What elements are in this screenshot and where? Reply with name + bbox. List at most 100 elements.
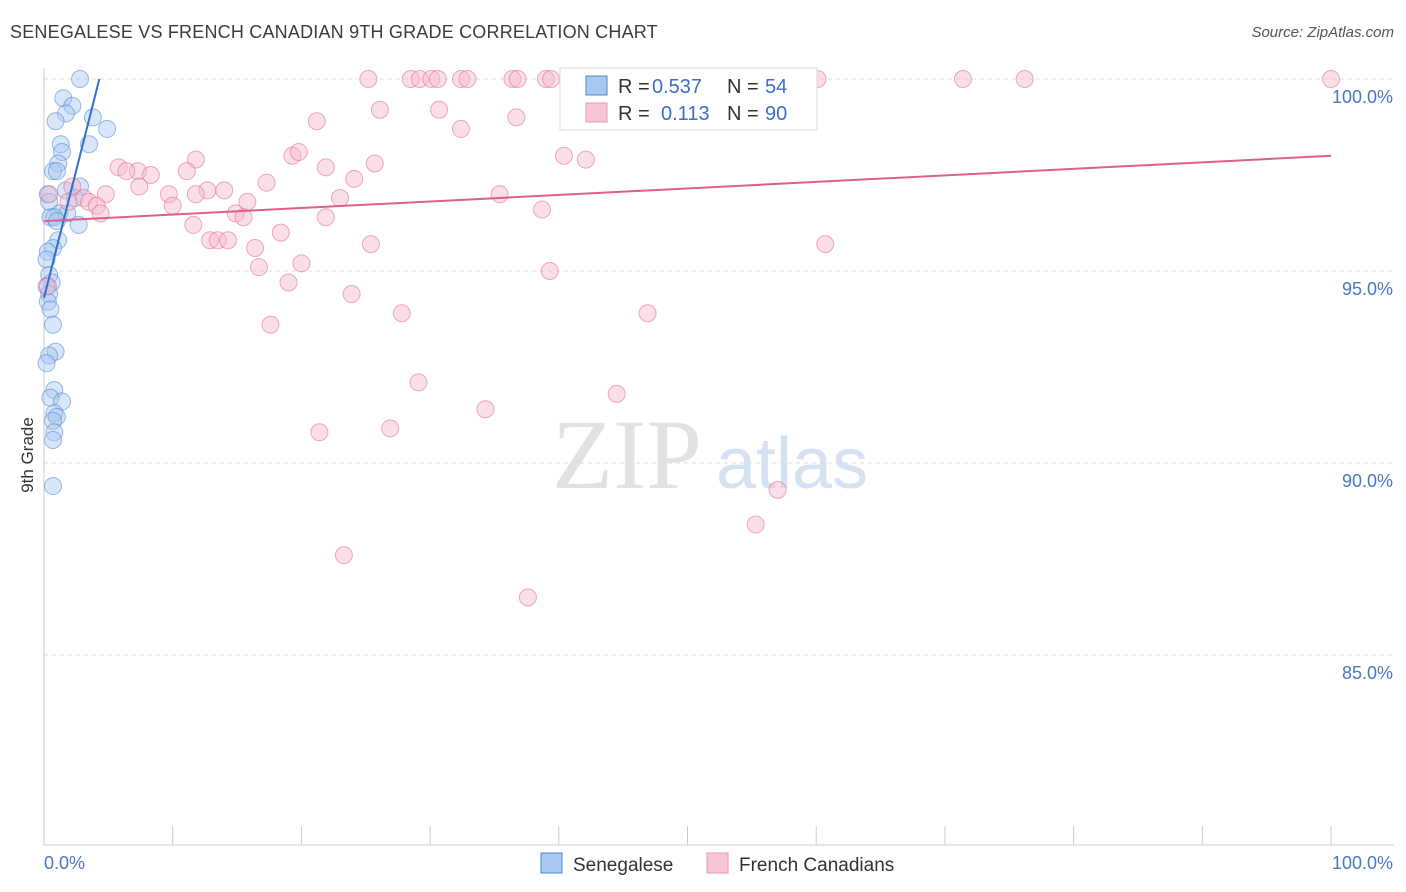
- point-french-canadians-8: [508, 70, 527, 88]
- point-french-canadians-76: [261, 315, 280, 334]
- point-french-canadians-38: [177, 162, 196, 181]
- stats-legend: R = 0.537 N = 54 R = 0.113 N = 90: [559, 67, 818, 131]
- series-legend-swatch-french-canadians: [706, 852, 729, 874]
- point-senegalese-3: [56, 104, 75, 123]
- point-french-canadians-46: [215, 181, 234, 200]
- y-tick-label-0: 100.0%: [1332, 87, 1393, 107]
- point-french-canadians-75: [392, 304, 411, 323]
- legend-r-label-1: R =: [618, 76, 650, 98]
- point-french-canadians-5: [451, 70, 470, 88]
- point-french-canadians-70: [249, 258, 268, 277]
- point-senegalese-44: [45, 423, 64, 442]
- point-french-canadians-59: [234, 208, 253, 227]
- point-french-canadians-87: [40, 185, 59, 204]
- point-french-canadians-28: [576, 150, 595, 169]
- point-french-canadians-69: [292, 254, 311, 273]
- point-french-canadians-68: [246, 238, 265, 257]
- point-french-canadians-81: [310, 423, 329, 442]
- y-tick-label-2: 90.0%: [1342, 471, 1393, 491]
- point-french-canadians-55: [186, 185, 205, 204]
- point-french-canadians-64: [208, 231, 227, 250]
- point-french-canadians-48: [490, 185, 509, 204]
- trend-line-french-canadians: [43, 154, 1332, 223]
- y-tick-label-1: 95.0%: [1342, 279, 1393, 299]
- point-french-canadians-37: [117, 162, 136, 181]
- point-senegalese-7: [51, 135, 70, 154]
- legend-n-value-2: 90: [765, 103, 787, 125]
- gridlines: [44, 78, 1394, 656]
- legend-swatch-senegalese: [585, 75, 608, 96]
- point-senegalese-37: [37, 354, 56, 373]
- point-senegalese-11: [44, 162, 63, 181]
- point-french-canadians-39: [345, 169, 364, 188]
- legend-r-value-2: 0.113: [661, 103, 710, 125]
- trend-lines: [43, 78, 1332, 299]
- x-tick-label-1: 100.0%: [1332, 853, 1393, 873]
- chart-source: Source: ZipAtlas.com: [1251, 24, 1394, 41]
- point-french-canadians-78: [607, 384, 626, 403]
- watermark-atlas: atlas: [716, 424, 868, 504]
- legend-n-label-1: N =: [727, 76, 759, 98]
- point-senegalese-33: [41, 300, 60, 319]
- point-french-canadians-62: [271, 223, 290, 242]
- point-french-canadians-24: [507, 108, 526, 127]
- point-french-canadians-66: [361, 235, 380, 254]
- point-french-canadians-32: [365, 154, 384, 173]
- legend-swatch-french-canadians: [585, 102, 608, 123]
- point-french-canadians-6: [458, 70, 477, 88]
- point-senegalese-0: [71, 70, 90, 88]
- point-french-canadians-20: [1015, 70, 1034, 88]
- point-french-canadians-30: [289, 142, 308, 161]
- x-tick-label-0: 0.0%: [44, 853, 85, 873]
- series-legend-label-french-canadians: French Canadians: [739, 855, 894, 876]
- legend-n-value-1: 54: [765, 76, 787, 98]
- point-french-canadians-84: [334, 546, 353, 565]
- point-french-canadians-27: [554, 146, 573, 165]
- point-french-canadians-25: [307, 112, 326, 131]
- point-senegalese-46: [44, 477, 63, 496]
- legend-n-label-2: N =: [727, 103, 759, 125]
- point-senegalese-34: [44, 315, 63, 334]
- point-french-canadians-85: [518, 588, 537, 607]
- point-french-canadians-80: [381, 419, 400, 438]
- point-french-canadians-71: [540, 262, 559, 280]
- point-french-canadians-79: [476, 400, 495, 419]
- point-french-canadians-83: [746, 515, 765, 534]
- point-french-canadians-41: [130, 177, 149, 196]
- y-axis-title: 9th Grade: [18, 417, 37, 493]
- point-french-canadians-77: [409, 373, 428, 392]
- y-tick-label-3: 85.0%: [1342, 663, 1393, 683]
- point-senegalese-1: [54, 89, 73, 108]
- point-french-canadians-72: [279, 273, 298, 292]
- point-senegalese-27: [37, 250, 56, 269]
- point-senegalese-31: [40, 285, 59, 304]
- point-french-canadians-60: [184, 215, 203, 234]
- point-french-canadians-33: [316, 158, 335, 177]
- point-french-canadians-23: [430, 100, 449, 119]
- series-legend-label-senegalese: Senegalese: [573, 855, 673, 876]
- point-french-canadians-26: [451, 119, 470, 138]
- point-french-canadians-73: [342, 285, 361, 304]
- point-french-canadians-67: [816, 235, 835, 254]
- point-french-canadians-0: [359, 70, 378, 88]
- x-ticks: [43, 826, 1332, 845]
- point-french-canadians-47: [331, 189, 350, 208]
- point-french-canadians-63: [201, 231, 220, 250]
- trend-line-senegalese: [43, 78, 101, 299]
- legend-r-label-2: R =: [618, 103, 650, 125]
- point-senegalese-2: [63, 96, 82, 115]
- point-senegalese-45: [44, 430, 63, 449]
- y-tick-labels: 100.0% 95.0% 90.0% 85.0%: [1332, 87, 1393, 683]
- point-french-canadians-40: [257, 173, 276, 192]
- point-french-canadians-22: [370, 100, 389, 119]
- point-senegalese-5: [46, 112, 65, 131]
- x-tick-labels: 0.0% 100.0%: [44, 853, 1393, 873]
- point-senegalese-9: [53, 142, 72, 161]
- point-senegalese-23: [69, 215, 88, 234]
- point-french-canadians-65: [219, 231, 238, 250]
- point-senegalese-4: [83, 108, 102, 127]
- point-french-canadians-19: [953, 70, 972, 88]
- point-senegalese-6: [98, 119, 117, 138]
- point-french-canadians-7: [503, 70, 522, 88]
